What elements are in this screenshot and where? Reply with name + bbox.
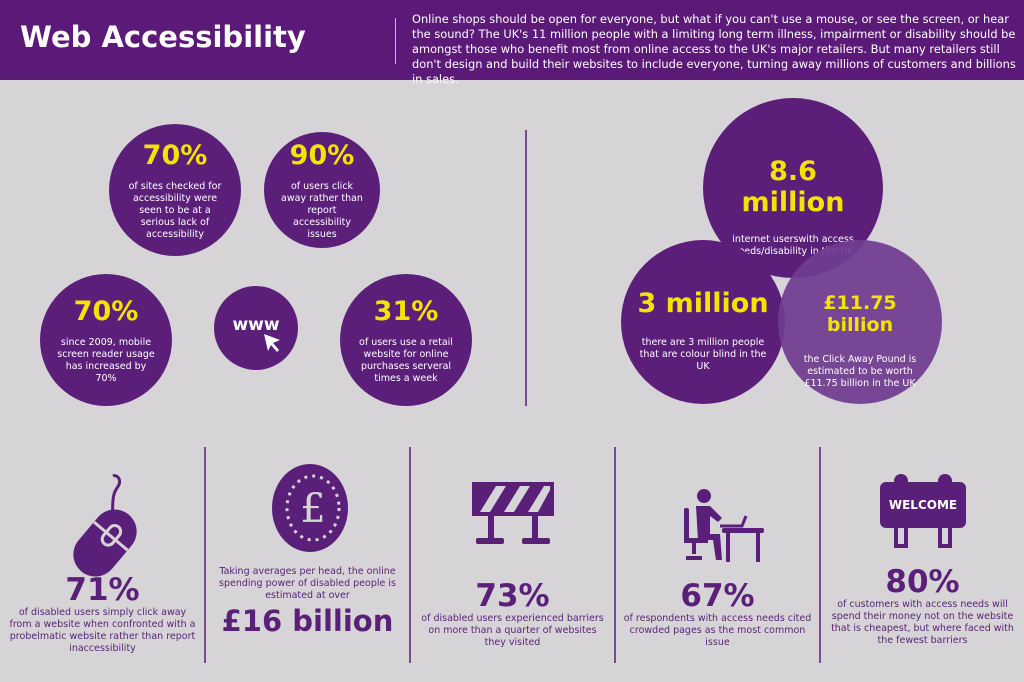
stat-value: 90% <box>289 139 355 171</box>
stat-circle: 31% of users use a retail website for on… <box>340 274 472 406</box>
stat-text: of users use a retail website for online… <box>359 336 453 384</box>
venn-circle: 3 million there are 3 million people tha… <box>621 240 785 404</box>
stat-value: 70% <box>73 295 139 327</box>
stat-value: 67% <box>680 578 755 614</box>
stat-circle: 70% of sites checked for accessibility w… <box>109 124 241 256</box>
page-title: Web Accessibility <box>20 20 306 54</box>
stat-text: of respondents with access needs cited c… <box>623 613 812 648</box>
stat-text: since 2009, mobile screen reader usage h… <box>57 336 155 384</box>
stat-circle: 70% since 2009, mobile screen reader usa… <box>40 274 172 406</box>
divider <box>409 447 411 663</box>
barrier-icon <box>472 482 554 544</box>
stat-pretext: Taking averages per head, the online spe… <box>219 566 396 601</box>
stat-text: of disabled users experienced barriers o… <box>421 613 604 648</box>
venn-circle: £11.75 billion the Click Away Pound is e… <box>778 240 942 404</box>
stat-value: 3 million <box>637 288 769 319</box>
person-at-desk-icon <box>684 489 764 562</box>
cursor-arrow-icon <box>264 334 280 352</box>
stat-circle: 90% of users click away rather than repo… <box>264 132 380 248</box>
header: Web Accessibility Online shops should be… <box>0 0 1024 86</box>
intro-text: Online shops should be open for everyone… <box>412 12 1016 86</box>
stat-text: of sites checked for accessibility were … <box>128 180 222 240</box>
divider <box>525 130 527 406</box>
divider <box>819 447 821 663</box>
stat-value: 31% <box>373 295 439 327</box>
pound-coin-icon: £ <box>272 464 348 552</box>
stat-text: internet userswith access needs/disabili… <box>732 234 854 257</box>
divider <box>204 447 206 663</box>
svg-text:£: £ <box>300 486 325 532</box>
welcome-sign-icon: WELCOME <box>880 474 966 550</box>
stat-text: of users click away rather than report a… <box>281 180 363 240</box>
sign-label: WELCOME <box>880 482 966 528</box>
divider <box>614 447 616 663</box>
stat-value: 71% <box>65 572 140 608</box>
mouse-icon <box>73 474 137 577</box>
stat-value: 80% <box>885 564 960 600</box>
stat-value: £16 billion <box>221 604 394 638</box>
stat-value: 70% <box>142 139 208 171</box>
www-label: www <box>232 315 280 335</box>
divider <box>395 18 396 64</box>
stat-text: the Click Away Pound is estimated to be … <box>803 354 917 389</box>
stat-value: £11.75 billion <box>823 292 897 336</box>
stat-value: 8.6 million <box>741 156 845 218</box>
stat-text: of customers with access needs will spen… <box>831 599 1014 646</box>
stat-value: 73% <box>475 578 550 614</box>
www-circle: www <box>214 286 298 370</box>
stat-text: of disabled users simply click away from… <box>9 607 196 654</box>
stat-text: there are 3 million people that are colo… <box>639 337 767 372</box>
